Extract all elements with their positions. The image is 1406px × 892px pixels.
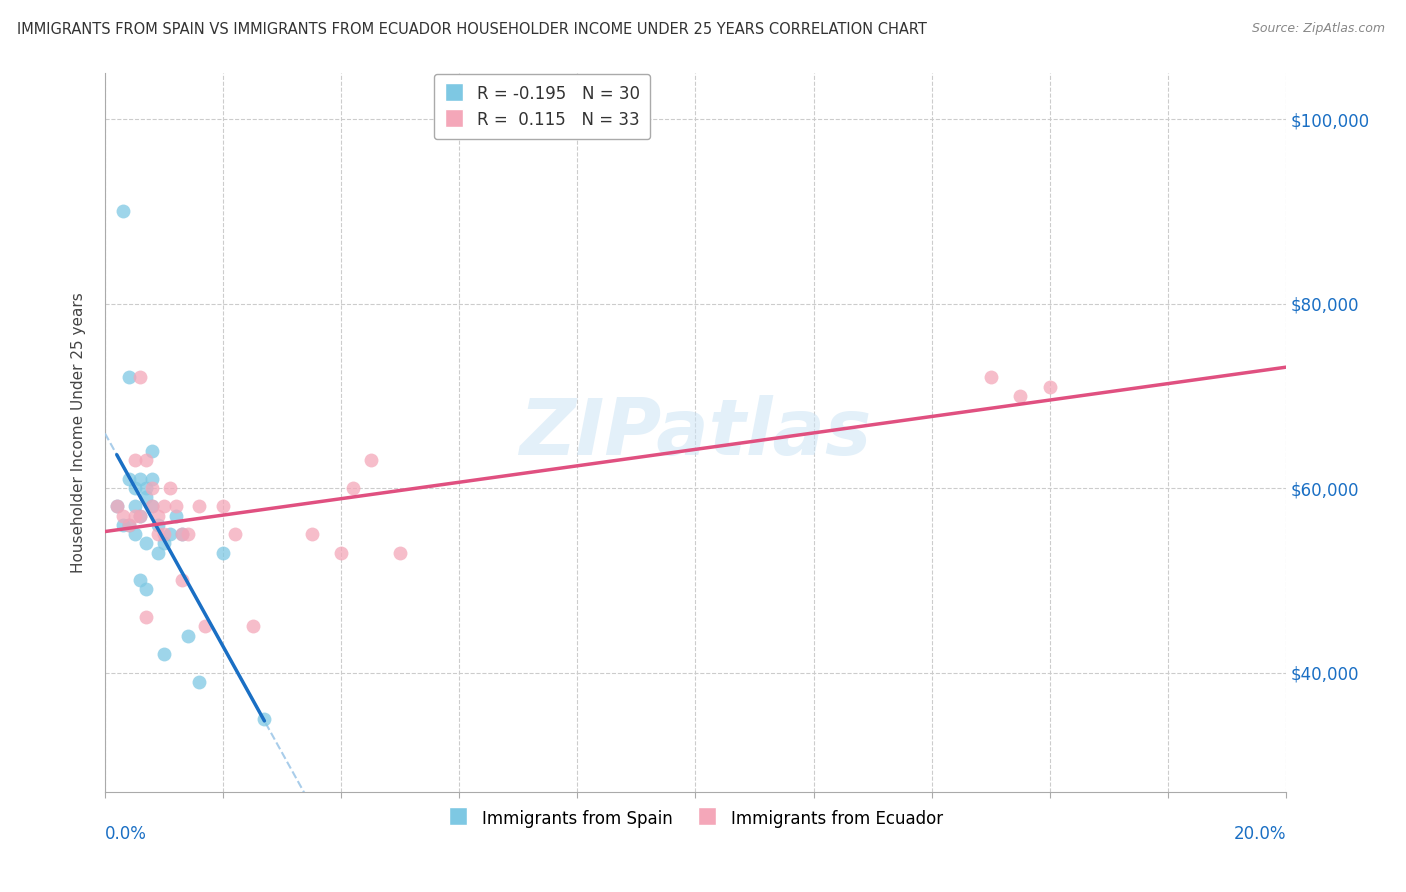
Point [212, 546, 235, 560]
Point [146, 527, 169, 541]
Point [105, 500, 128, 514]
Point [360, 453, 382, 467]
Point [153, 500, 176, 514]
Point [129, 370, 152, 384]
Point [141, 500, 163, 514]
Point [980, 370, 1002, 384]
Point [165, 508, 187, 523]
Point [389, 546, 412, 560]
Point [342, 481, 364, 495]
Point [111, 508, 134, 523]
Point [135, 490, 157, 504]
Point [170, 527, 193, 541]
Point [176, 527, 198, 541]
Point [188, 674, 211, 689]
Point [170, 527, 193, 541]
Legend: Immigrants from Spain, Immigrants from Ecuador: Immigrants from Spain, Immigrants from E… [439, 799, 953, 838]
Point [135, 453, 157, 467]
Point [124, 508, 146, 523]
Text: Source: ZipAtlas.com: Source: ZipAtlas.com [1251, 22, 1385, 36]
Point [117, 472, 139, 486]
Point [141, 444, 163, 458]
Point [165, 500, 187, 514]
Point [129, 508, 152, 523]
Point [1010, 389, 1032, 403]
Point [153, 536, 176, 550]
Point [141, 472, 163, 486]
Point [124, 500, 146, 514]
Point [1039, 379, 1062, 393]
Point [124, 527, 146, 541]
Point [170, 574, 193, 588]
Point [242, 619, 264, 633]
Point [124, 481, 146, 495]
Point [135, 481, 157, 495]
Text: IMMIGRANTS FROM SPAIN VS IMMIGRANTS FROM ECUADOR HOUSEHOLDER INCOME UNDER 25 YEA: IMMIGRANTS FROM SPAIN VS IMMIGRANTS FROM… [17, 22, 927, 37]
Point [224, 527, 246, 541]
Y-axis label: Householder Income Under 25 years: Householder Income Under 25 years [72, 293, 86, 573]
Point [135, 610, 157, 624]
Point [153, 647, 176, 661]
Point [188, 500, 211, 514]
Point [129, 574, 152, 588]
Point [159, 481, 181, 495]
Point [212, 500, 235, 514]
Point [146, 546, 169, 560]
Point [330, 546, 353, 560]
Point [135, 582, 157, 597]
Point [194, 619, 217, 633]
Point [301, 527, 323, 541]
Point [124, 453, 146, 467]
Point [117, 370, 139, 384]
Point [153, 527, 176, 541]
Point [129, 508, 152, 523]
Point [141, 481, 163, 495]
Point [146, 517, 169, 532]
Point [129, 472, 152, 486]
Point [141, 500, 163, 514]
Point [117, 517, 139, 532]
Point [111, 517, 134, 532]
Point [105, 500, 128, 514]
Text: ZIPatlas: ZIPatlas [519, 394, 872, 471]
Text: 20.0%: 20.0% [1233, 825, 1286, 843]
Point [117, 517, 139, 532]
Point [176, 629, 198, 643]
Point [159, 527, 181, 541]
Text: 0.0%: 0.0% [105, 825, 146, 843]
Point [146, 508, 169, 523]
Point [111, 204, 134, 219]
Point [135, 536, 157, 550]
Point [253, 712, 276, 726]
